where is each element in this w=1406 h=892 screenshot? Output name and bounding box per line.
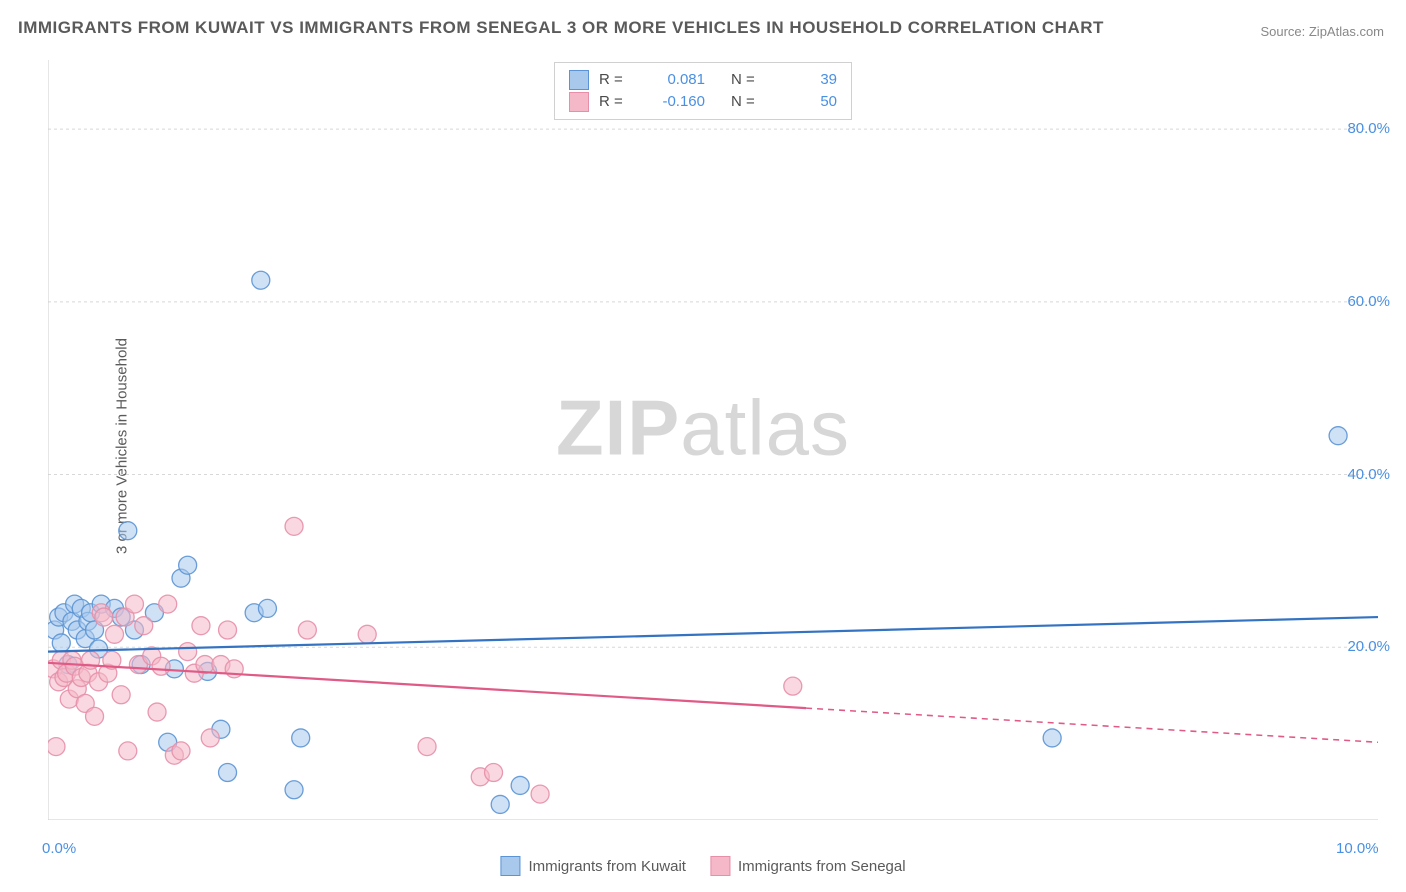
scatter-plot [48,60,1378,820]
y-tick-label: 20.0% [1347,638,1390,655]
legend-item-senegal: Immigrants from Senegal [710,856,906,876]
swatch-kuwait-icon [500,856,520,876]
x-tick-label: 0.0% [42,840,76,857]
series-legend: Immigrants from Kuwait Immigrants from S… [500,856,905,876]
legend-row-kuwait: R = 0.081 N = 39 [569,69,837,91]
x-tick-label: 10.0% [1336,840,1379,857]
swatch-kuwait [569,70,589,90]
swatch-senegal-icon [710,856,730,876]
correlation-legend: R = 0.081 N = 39 R = -0.160 N = 50 [554,62,852,120]
swatch-senegal [569,92,589,112]
y-tick-label: 80.0% [1347,120,1390,137]
legend-item-kuwait: Immigrants from Kuwait [500,856,686,876]
legend-row-senegal: R = -0.160 N = 50 [569,91,837,113]
source-attribution: Source: ZipAtlas.com [1260,24,1384,39]
y-tick-label: 40.0% [1347,466,1390,483]
y-tick-label: 60.0% [1347,293,1390,310]
chart-container: IMMIGRANTS FROM KUWAIT VS IMMIGRANTS FRO… [0,0,1406,892]
legend-label: Immigrants from Senegal [738,858,906,875]
chart-title: IMMIGRANTS FROM KUWAIT VS IMMIGRANTS FRO… [18,18,1104,38]
legend-label: Immigrants from Kuwait [528,858,686,875]
